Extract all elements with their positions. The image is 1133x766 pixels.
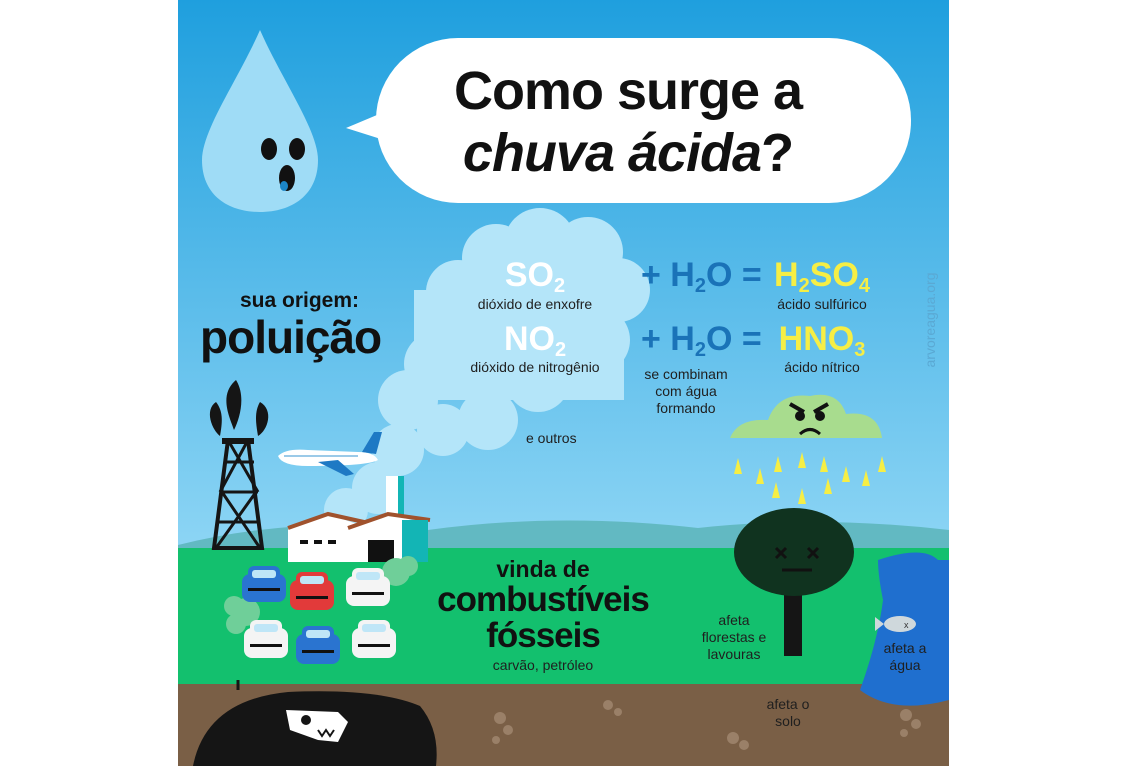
source-line-3: fósseis: [486, 616, 601, 655]
angry-acid-cloud: [730, 394, 882, 438]
effect-soil: afeta o solo: [766, 696, 810, 729]
exhaust-puffs: [224, 556, 418, 634]
acid-nitric-name: ácido nítrico: [784, 359, 860, 375]
sick-tree: [734, 508, 854, 656]
infographic-poster: x: [178, 0, 949, 766]
watermark: arvoreagua.org: [922, 272, 938, 368]
compound-no2-formula: NO2: [503, 320, 567, 361]
compound-so2-formula: SO2: [504, 256, 566, 297]
pollution-cloud: [310, 208, 650, 558]
car-white-2: [244, 620, 288, 658]
acid-rain-drops: [734, 452, 886, 504]
water-drop-character: [202, 30, 318, 212]
car-white-3: [352, 620, 396, 658]
car-white-1: [346, 568, 390, 606]
effect-water: afeta a água: [883, 640, 927, 673]
origin-value: poluição: [200, 311, 382, 363]
factory: [287, 476, 431, 564]
title-line-1: Como surge a: [453, 61, 803, 121]
acid-sulfuric-name: ácido sulfúrico: [777, 296, 867, 312]
reaction-note: se combinam com água formando: [644, 366, 728, 416]
others-label: e outros: [526, 430, 577, 446]
cars: [242, 566, 396, 664]
acid-sulfuric-formula: H2SO4: [774, 256, 870, 297]
car-blue-2: [296, 626, 340, 664]
source-examples: carvão, petróleo: [492, 657, 594, 673]
oil-derrick: [209, 380, 269, 550]
title-italic: chuva ácida: [462, 123, 762, 183]
airplane: [278, 432, 382, 476]
title-line-2: chuva ácida?: [368, 122, 888, 184]
fossil-skull-icon: [286, 710, 348, 742]
dead-fish-icon: x: [875, 616, 916, 632]
car-blue: [242, 566, 286, 602]
source-line-1: vinda de: [496, 556, 590, 582]
compound-no2-name: dióxido de nitrogênio: [470, 359, 600, 375]
title-question-mark: ?: [761, 123, 794, 183]
scene-illustration: x: [178, 0, 949, 766]
compound-so2-name: dióxido de enxofre: [477, 296, 593, 312]
reaction-water-1: + H2O =: [641, 256, 762, 297]
car-red: [290, 572, 334, 610]
reaction-water-2: + H2O =: [641, 320, 762, 361]
speech-bubble: [346, 38, 911, 203]
source-line-2: combustíveis: [437, 580, 650, 619]
acid-nitric-formula: HNO3: [778, 320, 866, 361]
origin-label: sua origem:: [240, 289, 360, 312]
effect-forests: afeta florestas e lavouras: [701, 612, 767, 662]
svg-text:x: x: [904, 620, 909, 630]
soil-pebbles: [492, 700, 921, 750]
